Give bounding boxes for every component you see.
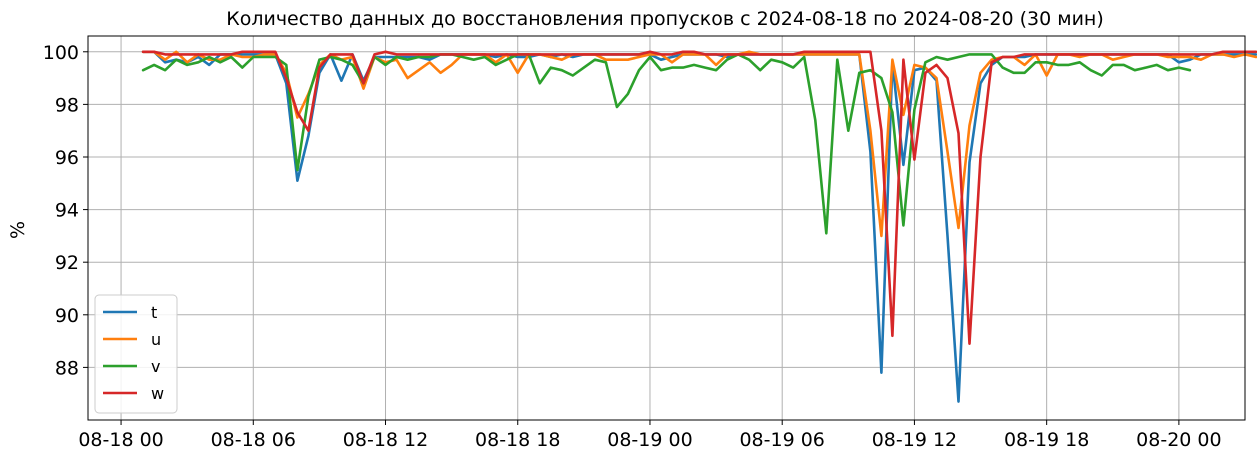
y-tick-label: 100 bbox=[43, 42, 79, 64]
x-tick-label: 08-18 18 bbox=[475, 429, 560, 451]
x-tick-label: 08-19 18 bbox=[1004, 429, 1089, 451]
x-tick-label: 08-18 06 bbox=[211, 429, 296, 451]
x-tick-label: 08-19 12 bbox=[872, 429, 957, 451]
y-tick-label: 88 bbox=[55, 357, 79, 379]
y-tick-label: 90 bbox=[55, 305, 79, 327]
axis-ticks: 08-18 00 08-18 06 08-18 12 08-18 18 08-19 00… bbox=[43, 42, 1222, 451]
series-line-w bbox=[141, 50, 1257, 346]
legend-label-v: v bbox=[151, 357, 160, 376]
series-line-v bbox=[141, 53, 1192, 235]
legend-label-t: t bbox=[151, 303, 157, 322]
grid bbox=[88, 36, 1245, 420]
legend-box bbox=[94, 294, 178, 414]
series-line-u bbox=[141, 50, 1257, 238]
y-tick-label: 98 bbox=[55, 94, 79, 116]
y-axis-label: % bbox=[7, 221, 29, 239]
series-layer bbox=[141, 50, 1257, 403]
x-tick-label: 08-19 06 bbox=[739, 429, 824, 451]
x-tick-label: 08-20 00 bbox=[1136, 429, 1221, 451]
chart-title: Количество данных до восстановления проп… bbox=[226, 8, 1104, 30]
plot-frame bbox=[87, 35, 1246, 421]
legend-label-u: u bbox=[151, 330, 161, 349]
x-tick-label: 08-19 00 bbox=[607, 429, 692, 451]
x-tick-label: 08-18 00 bbox=[78, 429, 163, 451]
y-tick-label: 96 bbox=[55, 147, 79, 169]
legend-label-w: w bbox=[151, 384, 164, 403]
x-tick-label: 08-18 12 bbox=[343, 429, 428, 451]
y-tick-label: 92 bbox=[55, 252, 79, 274]
y-tick-label: 94 bbox=[55, 200, 79, 222]
